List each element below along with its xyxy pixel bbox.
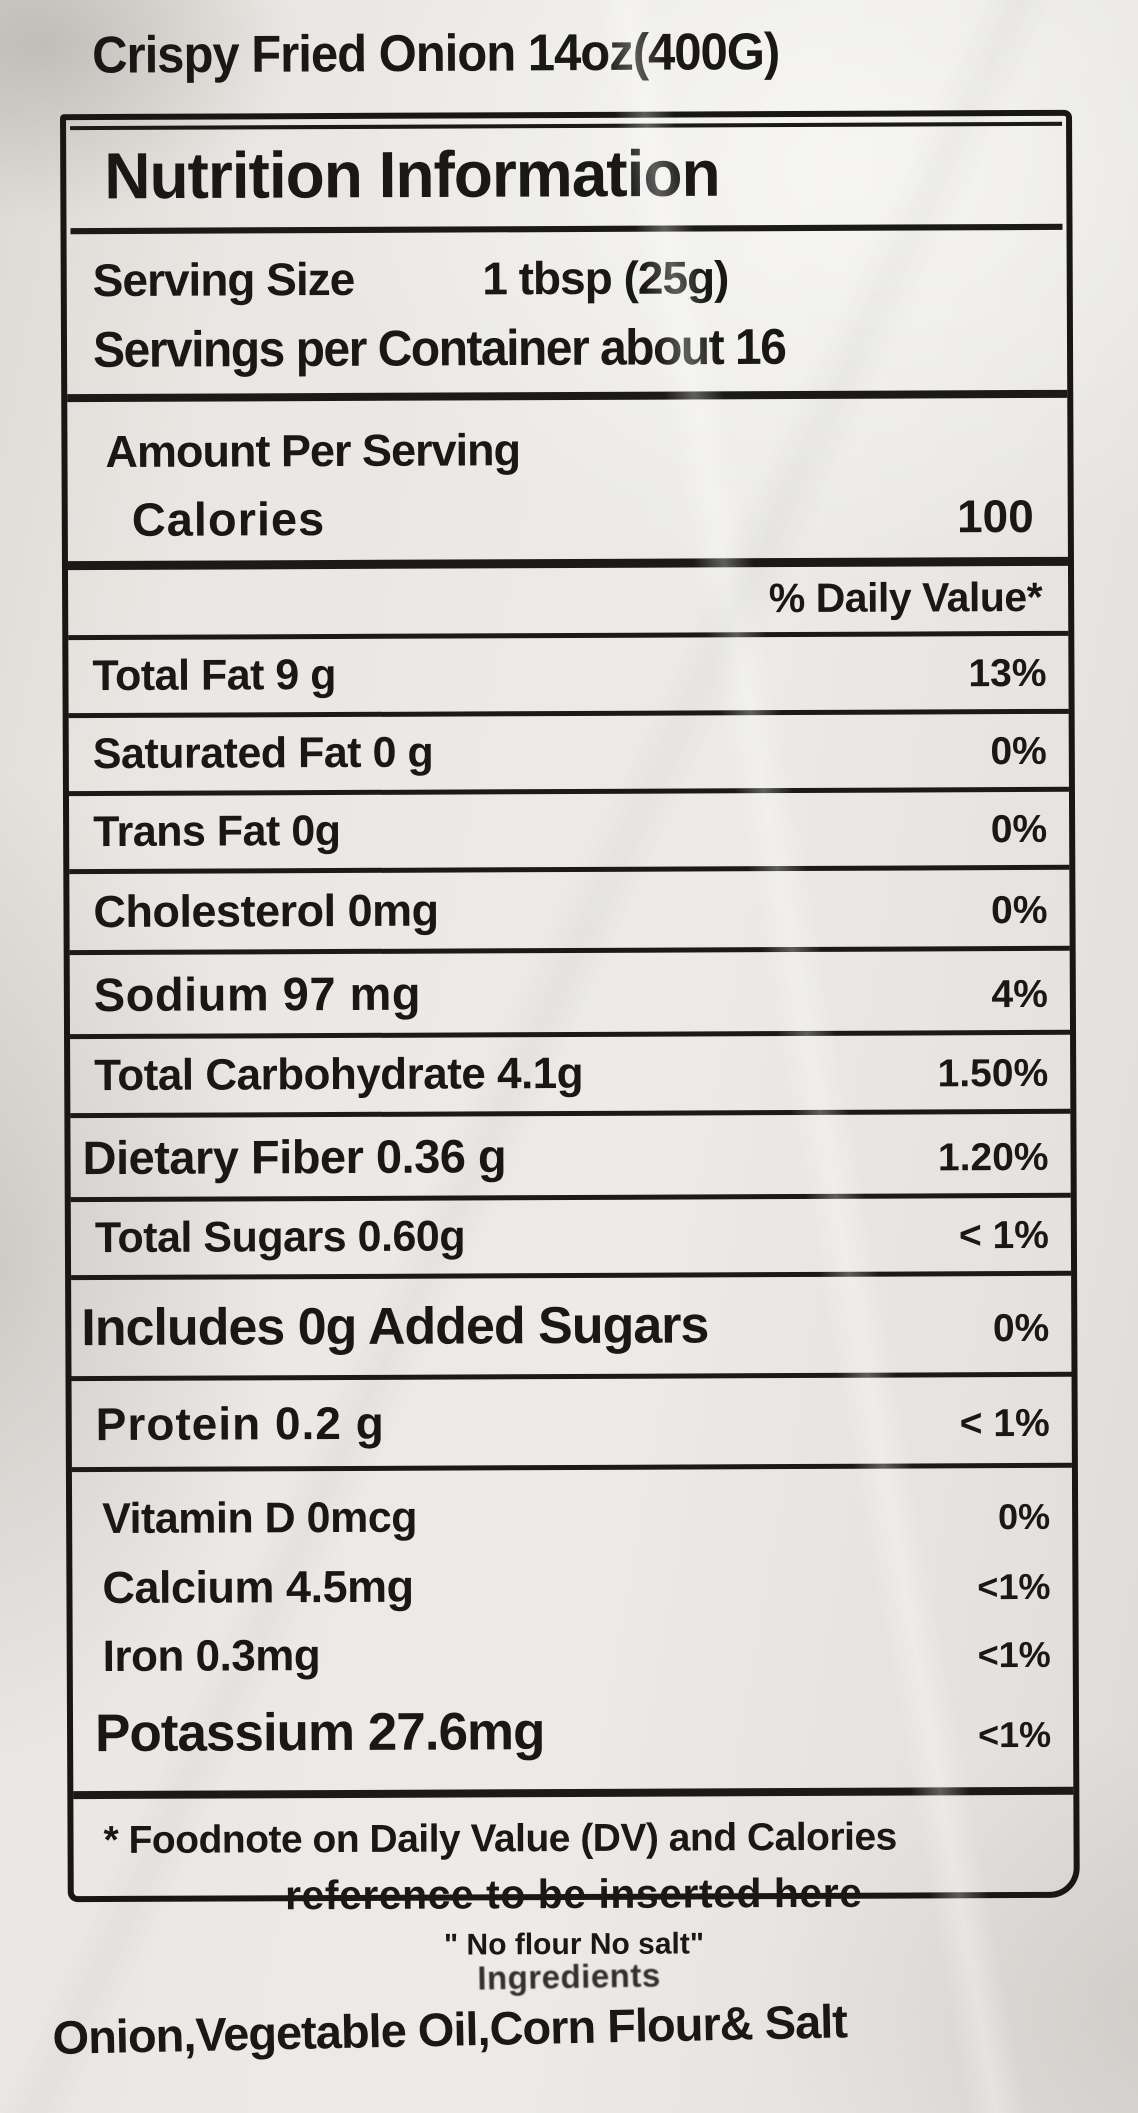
nutrient-label: Total Carbohydrate 4.1g [94, 1048, 584, 1101]
nutrient-label: Protein 0.2 g [95, 1396, 385, 1451]
vitamin-value: <1% [977, 1713, 1052, 1756]
nutrient-value: < 1% [958, 1213, 1050, 1258]
nutrient-label: Trans Fat 0g [93, 806, 341, 857]
nutrition-information-header: Nutrition Information [70, 121, 1063, 235]
product-title: Crispy Fried Onion 14oz(400G) [92, 23, 780, 85]
footnote-line1: * Foodnote on Daily Value (DV) and Calor… [103, 1815, 897, 1863]
amount-per-serving-label: Amount Per Serving [105, 424, 521, 478]
servings-per-container: Servings per Container about 16 [92, 319, 786, 379]
nutrient-row-sodium: Sodium 97 mg 4% [69, 950, 1071, 1040]
nutrient-value: 0% [990, 729, 1047, 774]
nutrient-label: Dietary Fiber 0.36 g [82, 1129, 507, 1185]
nutrient-label: Total Sugars 0.60g [94, 1212, 466, 1263]
nutrient-label: Cholesterol 0mg [93, 884, 439, 938]
vitamin-label: Vitamin D 0mcg [102, 1493, 418, 1544]
vitamin-value: 0% [998, 1495, 1051, 1538]
nutrient-row-protein: Protein 0.2 g < 1% [71, 1376, 1072, 1473]
nutrient-label: Sodium 97 mg [93, 966, 422, 1022]
nutrient-value: 0% [990, 807, 1048, 852]
nutrient-row-total-carbohydrate: Total Carbohydrate 4.1g 1.50% [70, 1034, 1071, 1119]
serving-size-value: 1 tbsp (25g) [482, 251, 729, 305]
nutrient-row-cholesterol: Cholesterol 0mg 0% [69, 869, 1070, 956]
footnote-line2: reference to be inserted here [285, 1869, 863, 1919]
vitamin-value: <1% [977, 1633, 1051, 1676]
nutrient-value: 0% [992, 1306, 1050, 1351]
nutrition-facts-panel: Nutrition Information Serving Size 1 tbs… [60, 109, 1080, 1962]
nutrient-value: 0% [991, 888, 1048, 933]
serving-size-line: Serving Size 1 tbsp (25g) [93, 249, 1053, 307]
calories-label: Calories [131, 492, 326, 546]
nutrient-value: 4% [991, 972, 1048, 1017]
nutrient-row-saturated-fat: Saturated Fat 0 g 0% [68, 713, 1069, 797]
vitamin-label: Iron 0.3mg [102, 1631, 321, 1682]
nutrient-value: 1.50% [937, 1051, 1049, 1096]
vitamin-row-potassium: Potassium 27.6mg <1% [95, 1687, 1052, 1773]
nutrient-label: Includes 0g Added Sugars [81, 1296, 709, 1358]
vitamin-label: Calcium 4.5mg [102, 1560, 414, 1614]
nutrient-row-added-sugars: Includes 0g Added Sugars 0% [71, 1275, 1072, 1382]
nutrient-value: < 1% [959, 1401, 1050, 1446]
nutrient-row-trans-fat: Trans Fat 0g 0% [68, 791, 1070, 875]
nutrient-row-total-sugars: Total Sugars 0.60g < 1% [70, 1197, 1072, 1281]
vitamin-label: Potassium 27.6mg [94, 1702, 545, 1764]
calories-line: Calories 100 [106, 488, 1042, 547]
vitamin-row-iron: Iron 0.3mg <1% [103, 1619, 1051, 1691]
vitamins-section: Vitamin D 0mcg 0% Calcium 4.5mg <1% Iron… [71, 1467, 1074, 1800]
nutrient-value: 13% [968, 651, 1047, 696]
nutrient-row-dietary-fiber: Dietary Fiber 0.36 g 1.20% [70, 1113, 1071, 1203]
nutrient-value: 1.20% [937, 1135, 1049, 1180]
calories-section: Amount Per Serving Calories 100 [67, 397, 1068, 571]
nutrient-label: Saturated Fat 0 g [92, 728, 434, 779]
calories-value: 100 [956, 489, 1034, 543]
vitamin-row-calcium: Calcium 4.5mg <1% [102, 1549, 1050, 1623]
nutrient-row-total-fat: Total Fat 9 g 13% [68, 635, 1069, 719]
serving-info-section: Serving Size 1 tbsp (25g) Servings per C… [66, 228, 1068, 403]
serving-size-label: Serving Size [92, 252, 355, 307]
nutrient-label: Total Fat 9 g [92, 651, 337, 701]
vitamin-row-vitamin-d: Vitamin D 0mcg 0% [102, 1482, 1050, 1553]
daily-value-header: % Daily Value* [67, 565, 1069, 641]
footnote-section: * Foodnote on Daily Value (DV) and Calor… [73, 1795, 1074, 1974]
vitamin-value: <1% [977, 1565, 1051, 1608]
